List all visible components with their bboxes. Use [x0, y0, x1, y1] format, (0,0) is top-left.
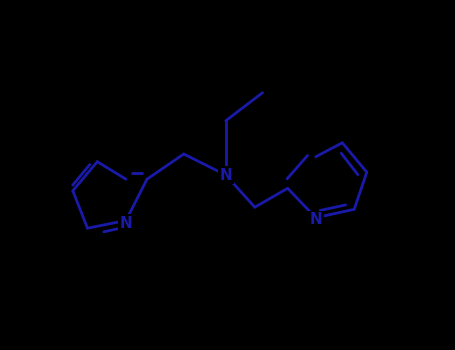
Text: N: N: [309, 212, 322, 227]
Text: N: N: [120, 216, 132, 231]
Text: N: N: [219, 168, 232, 182]
